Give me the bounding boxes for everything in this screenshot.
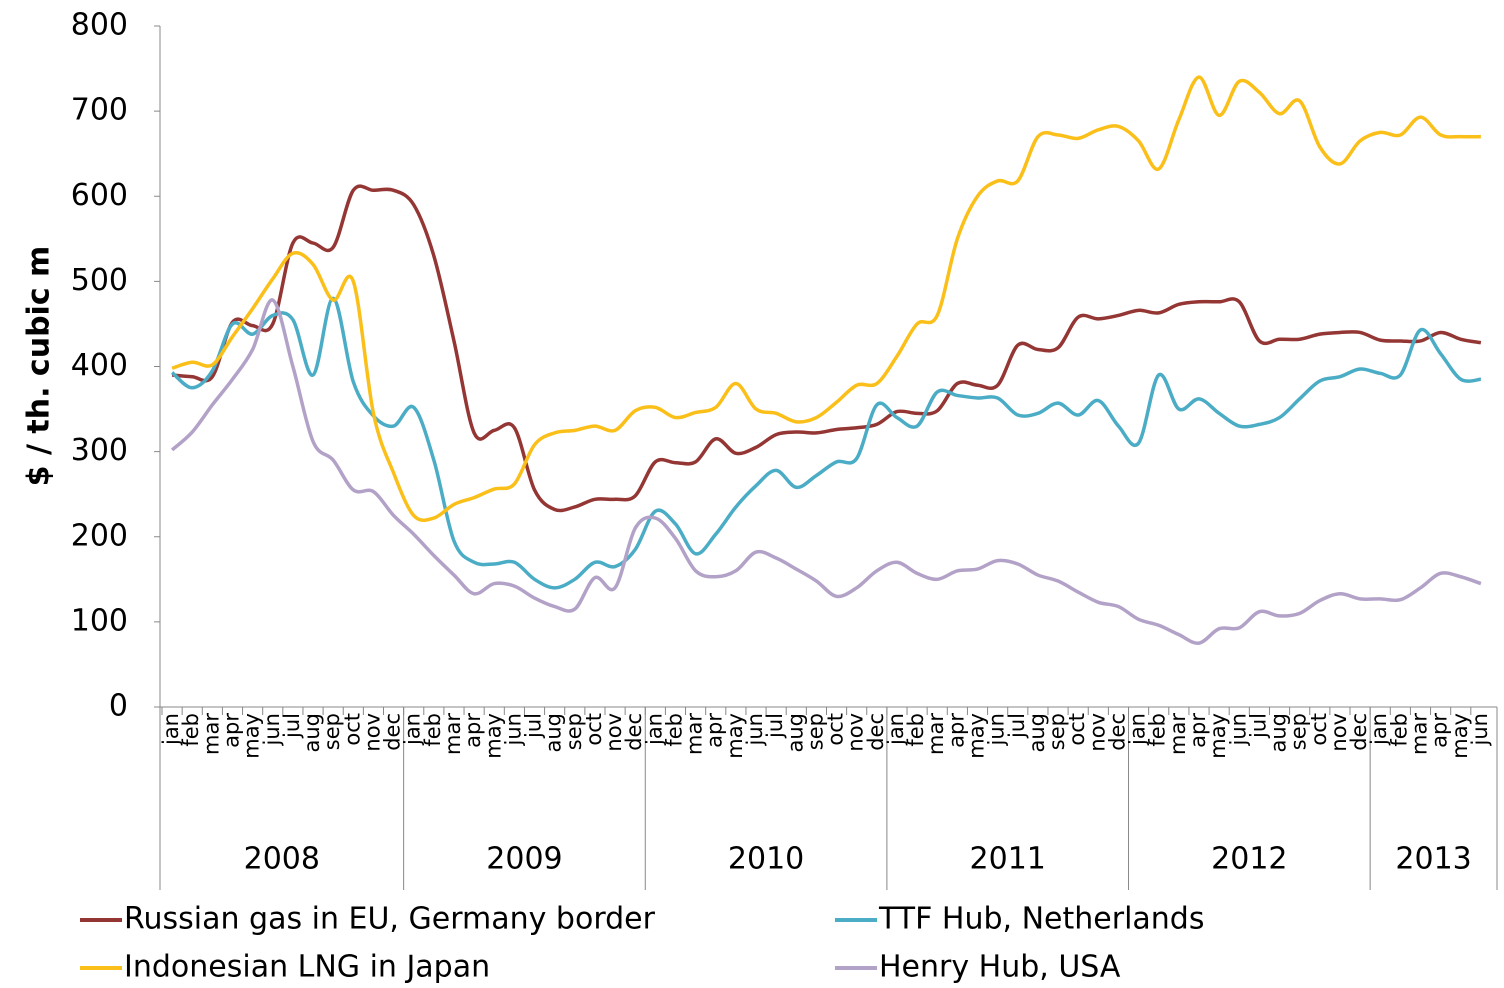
x-tick-label: dec	[1105, 713, 1129, 751]
y-tick-label: 200	[71, 518, 128, 553]
x-tick-label: aug	[783, 713, 807, 753]
x-tick-label: may	[481, 713, 505, 759]
x-tick-label: nov	[1085, 713, 1109, 752]
series-line	[171, 184, 1482, 513]
group-label: 2010	[728, 842, 804, 877]
y-tick-label: 300	[71, 433, 128, 468]
x-tick-label: feb	[662, 713, 686, 747]
group-label: 2008	[244, 842, 320, 877]
legend-label: Indonesian LNG in Japan	[124, 950, 490, 985]
x-tick-label: jan	[159, 713, 183, 746]
x-tick-label: jul	[522, 713, 546, 739]
x-tick-label: mar	[441, 713, 465, 755]
y-tick-label: 400	[71, 348, 128, 383]
x-tick-label: may	[240, 713, 264, 759]
x-tick-label: aug	[300, 713, 324, 753]
x-tick-label: aug	[542, 713, 566, 753]
x-tick-label: feb	[421, 713, 445, 747]
x-tick-label: sep	[320, 713, 344, 750]
x-tick-label: nov	[602, 713, 626, 752]
x-tick-label: jan	[1126, 713, 1150, 746]
x-tick-label: may	[723, 713, 747, 759]
x-tick-label: sep	[803, 713, 827, 750]
x-tick-label: apr	[219, 713, 243, 748]
x-tick-label: mar	[683, 713, 707, 755]
x-tick-label: nov	[844, 713, 868, 752]
x-tick-label: feb	[1387, 713, 1411, 747]
x-tick-label: jun	[260, 713, 284, 746]
x-tick-label: jan	[401, 713, 425, 746]
x-tick-label: jun	[743, 713, 767, 746]
x-tick-label: oct	[582, 713, 606, 746]
x-tick-label: oct	[1065, 713, 1089, 746]
group-label: 2012	[1211, 842, 1287, 877]
x-tick-label: jun	[985, 713, 1009, 746]
legend-label: Henry Hub, USA	[879, 950, 1121, 985]
x-tick-label: oct	[340, 713, 364, 746]
x-tick-label: jan	[1367, 713, 1391, 746]
x-tick-label: feb	[1146, 713, 1170, 747]
x-tick-label: jul	[763, 713, 787, 739]
y-tick-label: 0	[109, 689, 128, 724]
x-tick-label: aug	[1025, 713, 1049, 753]
x-tick-label: mar	[924, 713, 948, 755]
x-tick-label: oct	[824, 713, 848, 746]
x-tick-label: sep	[562, 713, 586, 750]
x-tick-label: apr	[461, 713, 485, 748]
x-tick-label: jul	[280, 713, 304, 739]
group-label: 2011	[970, 842, 1046, 877]
x-tick-label: oct	[1307, 713, 1331, 746]
x-tick-label: apr	[703, 713, 727, 748]
group-label: 2009	[486, 842, 562, 877]
y-tick-label: 500	[71, 263, 128, 298]
legend-label: Russian gas in EU, Germany border	[124, 902, 656, 937]
x-tick-label: feb	[179, 713, 203, 747]
x-tick-label: dec	[864, 713, 888, 751]
x-tick-label: may	[965, 713, 989, 759]
series-line	[170, 296, 1482, 590]
x-tick-label: apr	[1428, 713, 1452, 748]
x-tick-label: dec	[622, 713, 646, 751]
y-axis-title: $ / th. cubic m	[22, 246, 57, 487]
x-tick-label: nov	[1327, 713, 1351, 752]
x-tick-label: mar	[1166, 713, 1190, 755]
x-tick-label: mar	[1407, 713, 1431, 755]
x-tick-label: dec	[381, 713, 405, 751]
x-tick-label: apr	[1186, 713, 1210, 748]
x-tick-label: feb	[904, 713, 928, 747]
y-tick-label: 800	[71, 8, 128, 43]
x-tick-label: sep	[1287, 713, 1311, 750]
y-tick-label: 700	[71, 93, 128, 128]
series-line	[170, 298, 1482, 645]
x-tick-label: may	[1206, 713, 1230, 759]
x-tick-label: nov	[360, 713, 384, 752]
x-tick-label: jun	[1226, 713, 1250, 746]
group-label: 2013	[1395, 842, 1471, 877]
x-tick-label: jun	[501, 713, 525, 746]
legend-label: TTF Hub, Netherlands	[878, 902, 1204, 937]
x-tick-label: aug	[1267, 713, 1291, 753]
y-tick-label: 600	[71, 178, 128, 213]
x-tick-label: apr	[944, 713, 968, 748]
x-tick-label: dec	[1347, 713, 1371, 751]
x-tick-label: jul	[1005, 713, 1029, 739]
x-tick-label: sep	[1045, 713, 1069, 750]
series-line	[171, 75, 1481, 523]
y-tick-label: 100	[71, 603, 128, 638]
x-tick-label: may	[1448, 713, 1472, 759]
x-tick-label: mar	[199, 713, 223, 755]
x-tick-label: jul	[1246, 713, 1270, 739]
x-tick-label: jun	[1468, 713, 1492, 746]
x-tick-label: jan	[884, 713, 908, 746]
x-tick-label: jan	[642, 713, 666, 746]
